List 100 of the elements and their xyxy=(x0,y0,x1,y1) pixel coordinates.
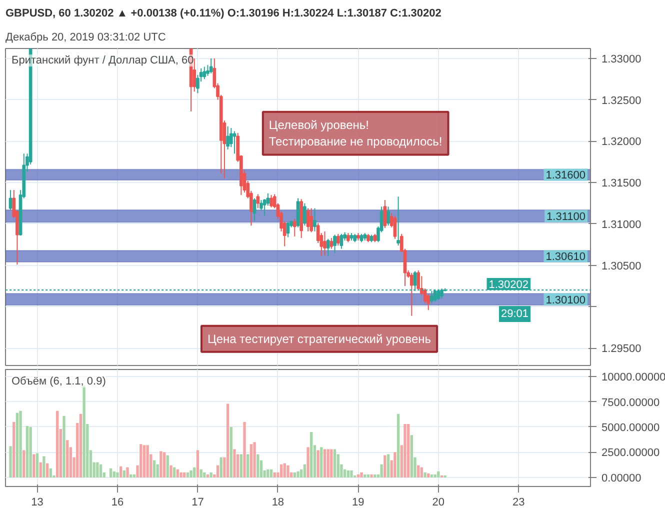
bar xyxy=(119,466,122,478)
bar xyxy=(396,414,400,478)
bar xyxy=(26,426,29,478)
bar xyxy=(256,454,260,478)
bar xyxy=(246,454,250,478)
bar xyxy=(253,442,256,478)
bar xyxy=(366,474,370,478)
bar xyxy=(172,467,176,478)
candlestick xyxy=(346,232,350,243)
bar xyxy=(350,470,353,478)
annotation: Цена тестирует стратегический уровень xyxy=(207,332,432,346)
candlestick xyxy=(252,198,256,222)
bar xyxy=(99,464,102,478)
bar xyxy=(346,470,350,478)
bar xyxy=(42,456,46,478)
bar xyxy=(190,470,192,478)
bar xyxy=(203,472,206,478)
bar xyxy=(404,424,406,478)
bar xyxy=(19,410,22,478)
bar xyxy=(112,471,116,478)
bar xyxy=(286,465,290,478)
x-tick-label: 13 xyxy=(31,496,44,508)
candlestick xyxy=(333,234,336,254)
x-tick-label: 19 xyxy=(352,496,364,508)
annotation: Целевой уровень! Тестирование не проводилось! xyxy=(268,118,442,149)
bar xyxy=(296,471,300,478)
bar xyxy=(216,465,220,478)
band-label: 1.31600 xyxy=(546,170,586,182)
bar xyxy=(96,462,99,478)
ref-line-label: 1.30202 xyxy=(488,279,529,292)
band-label: 1.30100 xyxy=(546,294,586,306)
annotation: 29:01 xyxy=(500,308,529,320)
bar xyxy=(36,453,39,478)
bar xyxy=(417,465,420,478)
bar xyxy=(49,468,52,478)
x-tick-label: 20 xyxy=(432,496,445,508)
candlestick xyxy=(383,199,387,229)
bar xyxy=(132,474,136,478)
bar xyxy=(126,467,129,478)
y-tick-label: 1.30500 xyxy=(602,260,642,272)
bar xyxy=(364,474,366,478)
bar xyxy=(109,468,112,478)
bar xyxy=(193,467,196,478)
bar xyxy=(330,449,333,478)
bar xyxy=(303,464,306,478)
candlestick xyxy=(256,194,260,209)
bar xyxy=(250,444,253,478)
bar xyxy=(437,471,440,478)
bar xyxy=(196,450,200,478)
bar xyxy=(9,446,12,478)
bar xyxy=(180,472,182,478)
bar xyxy=(233,449,236,478)
bar xyxy=(79,414,82,478)
bar xyxy=(283,463,286,478)
bar xyxy=(273,472,276,478)
candlestick xyxy=(336,233,340,246)
bar xyxy=(210,472,212,478)
bar xyxy=(306,447,310,478)
bar xyxy=(39,462,42,478)
text: Объём (6, 1.1, 0.9) xyxy=(12,376,106,388)
bar xyxy=(186,472,190,478)
bar xyxy=(56,410,59,478)
chart-subtitle: GBPUSD, 60 1.30202 ▲ +0.00138 (+0.11%) O:1.30196 H:1.30224 L:1.30187 C:1.30202 xyxy=(6,8,442,20)
candlestick xyxy=(410,272,414,316)
bar xyxy=(333,449,336,478)
bar xyxy=(32,454,36,478)
bar xyxy=(360,472,363,478)
bar xyxy=(166,455,169,478)
bar xyxy=(323,449,326,478)
bar xyxy=(122,470,126,478)
bar xyxy=(434,474,436,478)
band-label: 1.31100 xyxy=(546,211,586,224)
candlestick xyxy=(306,208,310,232)
x-tick-label: 17 xyxy=(192,496,204,508)
bar xyxy=(326,449,330,478)
bar xyxy=(12,422,16,478)
bar xyxy=(370,474,373,478)
candlestick xyxy=(313,208,316,232)
bar xyxy=(176,469,179,478)
candlestick xyxy=(209,58,213,74)
bar xyxy=(406,424,410,478)
y-tick-label: 1.29500 xyxy=(602,343,642,356)
candlestick xyxy=(393,215,397,240)
bar xyxy=(22,450,26,478)
bar xyxy=(62,416,66,478)
bar xyxy=(29,426,32,478)
bar xyxy=(394,452,396,478)
bar xyxy=(430,474,434,478)
bar xyxy=(140,444,142,478)
y-tick-label: 1.32500 xyxy=(602,94,642,107)
bar xyxy=(240,454,243,478)
y-tick-label: 0.00000 xyxy=(602,472,642,484)
bar xyxy=(374,474,376,478)
bar xyxy=(270,469,273,478)
bar xyxy=(183,472,186,478)
bar xyxy=(82,386,86,478)
candlestick xyxy=(396,196,400,246)
band-label: 1.30610 xyxy=(546,251,586,264)
bar xyxy=(384,455,386,478)
bar xyxy=(280,464,283,478)
